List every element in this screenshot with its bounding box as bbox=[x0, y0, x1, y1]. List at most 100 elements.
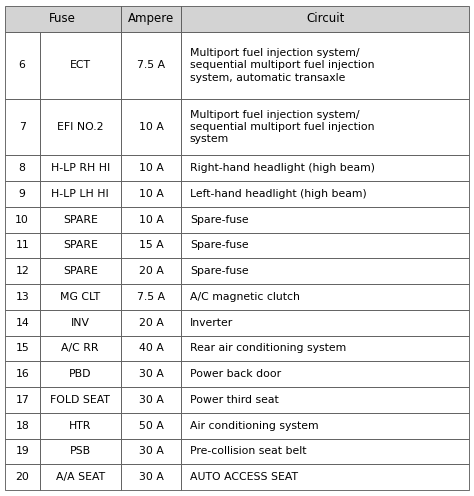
Bar bbox=[181, 284, 469, 310]
Bar bbox=[5, 99, 39, 155]
Text: 40 A: 40 A bbox=[138, 343, 164, 354]
Bar bbox=[5, 155, 39, 181]
Text: Circuit: Circuit bbox=[306, 12, 345, 25]
Bar bbox=[181, 361, 469, 387]
Bar bbox=[5, 387, 39, 413]
Bar bbox=[181, 464, 469, 490]
Bar bbox=[39, 387, 121, 413]
Text: Rear air conditioning system: Rear air conditioning system bbox=[190, 343, 346, 354]
Bar bbox=[5, 438, 39, 464]
Bar bbox=[181, 207, 469, 233]
Text: Spare-fuse: Spare-fuse bbox=[190, 215, 248, 225]
Bar bbox=[5, 32, 39, 99]
Bar bbox=[5, 336, 39, 361]
Text: H-LP RH HI: H-LP RH HI bbox=[51, 163, 110, 173]
Bar bbox=[39, 32, 121, 99]
Bar bbox=[39, 284, 121, 310]
Text: 7.5 A: 7.5 A bbox=[137, 60, 165, 70]
Bar bbox=[121, 284, 181, 310]
Text: SPARE: SPARE bbox=[63, 266, 98, 276]
Text: 7: 7 bbox=[18, 122, 26, 132]
Bar bbox=[39, 155, 121, 181]
Bar bbox=[121, 464, 181, 490]
Bar bbox=[121, 310, 181, 336]
Text: 10 A: 10 A bbox=[138, 163, 164, 173]
Bar bbox=[121, 438, 181, 464]
Bar bbox=[5, 361, 39, 387]
Bar bbox=[39, 258, 121, 284]
Text: Spare-fuse: Spare-fuse bbox=[190, 266, 248, 276]
Text: A/A SEAT: A/A SEAT bbox=[55, 472, 105, 482]
Bar bbox=[181, 181, 469, 207]
Text: INV: INV bbox=[71, 317, 90, 328]
Text: H-LP LH HI: H-LP LH HI bbox=[51, 189, 109, 199]
Bar bbox=[121, 32, 181, 99]
Text: Power back door: Power back door bbox=[190, 369, 281, 379]
Text: 12: 12 bbox=[15, 266, 29, 276]
Bar bbox=[39, 181, 121, 207]
Bar bbox=[121, 413, 181, 438]
Text: Right-hand headlight (high beam): Right-hand headlight (high beam) bbox=[190, 163, 375, 173]
Text: MG CLT: MG CLT bbox=[60, 292, 100, 302]
Text: Multiport fuel injection system/
sequential multiport fuel injection
system: Multiport fuel injection system/ sequent… bbox=[190, 110, 374, 144]
Text: Multiport fuel injection system/
sequential multiport fuel injection
system, aut: Multiport fuel injection system/ sequent… bbox=[190, 48, 374, 82]
Bar bbox=[121, 361, 181, 387]
Text: Ampere: Ampere bbox=[128, 12, 174, 25]
Text: SPARE: SPARE bbox=[63, 241, 98, 250]
Text: 20 A: 20 A bbox=[138, 266, 164, 276]
Text: 15 A: 15 A bbox=[139, 241, 164, 250]
Bar bbox=[39, 310, 121, 336]
Text: 16: 16 bbox=[15, 369, 29, 379]
Bar bbox=[181, 155, 469, 181]
Bar bbox=[181, 99, 469, 155]
Text: ECT: ECT bbox=[70, 60, 91, 70]
Text: 10 A: 10 A bbox=[138, 215, 164, 225]
Text: PBD: PBD bbox=[69, 369, 91, 379]
Bar bbox=[5, 310, 39, 336]
Text: 9: 9 bbox=[18, 189, 26, 199]
Text: A/C RR: A/C RR bbox=[62, 343, 99, 354]
Text: 8: 8 bbox=[18, 163, 26, 173]
Text: 30 A: 30 A bbox=[138, 395, 164, 405]
Text: 13: 13 bbox=[15, 292, 29, 302]
Text: Air conditioning system: Air conditioning system bbox=[190, 421, 319, 431]
Text: 50 A: 50 A bbox=[138, 421, 164, 431]
Bar bbox=[181, 413, 469, 438]
Text: PSB: PSB bbox=[70, 446, 91, 456]
Text: 20 A: 20 A bbox=[138, 317, 164, 328]
Bar bbox=[5, 284, 39, 310]
Bar bbox=[39, 233, 121, 258]
Text: 7.5 A: 7.5 A bbox=[137, 292, 165, 302]
Text: Pre-collision seat belt: Pre-collision seat belt bbox=[190, 446, 306, 456]
Bar bbox=[5, 413, 39, 438]
Bar bbox=[5, 233, 39, 258]
Text: SPARE: SPARE bbox=[63, 215, 98, 225]
Bar bbox=[181, 32, 469, 99]
Bar bbox=[121, 155, 181, 181]
Text: 11: 11 bbox=[15, 241, 29, 250]
Text: EFI NO.2: EFI NO.2 bbox=[57, 122, 103, 132]
Bar bbox=[181, 387, 469, 413]
Bar bbox=[39, 99, 121, 155]
Bar bbox=[5, 6, 121, 32]
Text: 30 A: 30 A bbox=[138, 446, 164, 456]
Text: Spare-fuse: Spare-fuse bbox=[190, 241, 248, 250]
Text: HTR: HTR bbox=[69, 421, 91, 431]
Text: 17: 17 bbox=[15, 395, 29, 405]
Bar bbox=[181, 233, 469, 258]
Bar bbox=[39, 207, 121, 233]
Bar bbox=[39, 361, 121, 387]
Text: Left-hand headlight (high beam): Left-hand headlight (high beam) bbox=[190, 189, 367, 199]
Bar bbox=[121, 233, 181, 258]
Bar bbox=[39, 438, 121, 464]
Bar bbox=[121, 387, 181, 413]
Bar bbox=[121, 6, 181, 32]
Text: 30 A: 30 A bbox=[138, 472, 164, 482]
Text: 30 A: 30 A bbox=[138, 369, 164, 379]
Bar bbox=[181, 310, 469, 336]
Text: 10 A: 10 A bbox=[138, 189, 164, 199]
Text: Fuse: Fuse bbox=[49, 12, 76, 25]
Bar bbox=[39, 413, 121, 438]
Bar bbox=[121, 181, 181, 207]
Bar bbox=[181, 258, 469, 284]
